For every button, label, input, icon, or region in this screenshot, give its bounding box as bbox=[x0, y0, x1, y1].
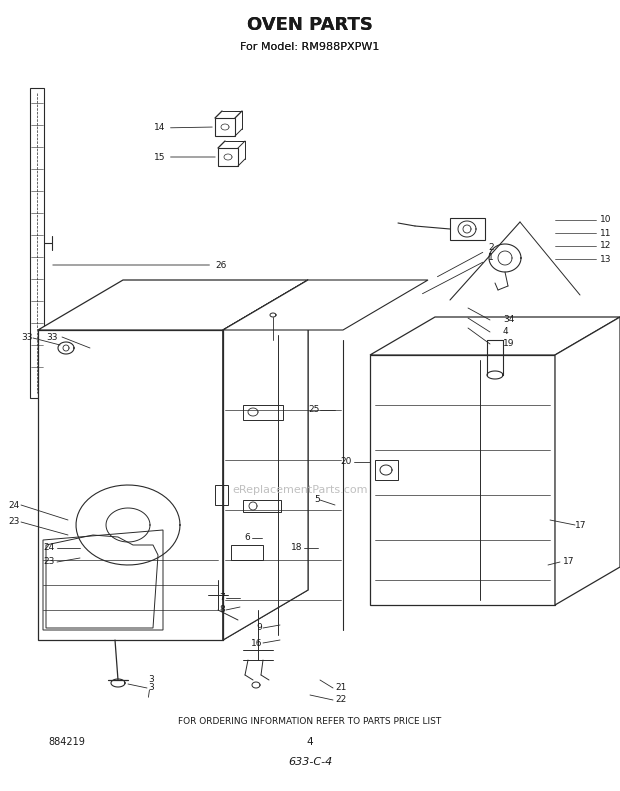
Polygon shape bbox=[370, 317, 620, 355]
Text: 20: 20 bbox=[340, 457, 352, 467]
Text: 8: 8 bbox=[219, 605, 225, 615]
Text: 34: 34 bbox=[503, 316, 515, 324]
Text: 14: 14 bbox=[154, 123, 212, 133]
Text: 2: 2 bbox=[438, 244, 494, 277]
Text: 10: 10 bbox=[600, 215, 611, 225]
Polygon shape bbox=[223, 280, 428, 330]
Text: 16: 16 bbox=[250, 638, 262, 648]
Text: 7: 7 bbox=[219, 593, 225, 603]
Text: 22: 22 bbox=[335, 695, 346, 705]
Polygon shape bbox=[38, 330, 223, 640]
Polygon shape bbox=[38, 280, 308, 330]
Polygon shape bbox=[555, 317, 620, 605]
Text: 17: 17 bbox=[575, 520, 587, 529]
Text: 633-C-4: 633-C-4 bbox=[288, 757, 332, 767]
Polygon shape bbox=[218, 148, 238, 166]
Text: 15: 15 bbox=[154, 153, 215, 161]
Text: 24: 24 bbox=[9, 501, 20, 509]
Text: For Model: RM988PXPW1: For Model: RM988PXPW1 bbox=[241, 42, 379, 52]
Text: 4: 4 bbox=[503, 327, 508, 336]
Text: 25: 25 bbox=[309, 406, 320, 414]
Polygon shape bbox=[370, 355, 555, 605]
Text: For Model: RM988PXPW1: For Model: RM988PXPW1 bbox=[241, 42, 379, 52]
Text: FOR ORDERING INFORMATION REFER TO PARTS PRICE LIST: FOR ORDERING INFORMATION REFER TO PARTS … bbox=[179, 717, 441, 726]
Text: OVEN PARTS: OVEN PARTS bbox=[247, 16, 373, 34]
Text: 24: 24 bbox=[44, 543, 55, 552]
Text: 17: 17 bbox=[563, 558, 575, 566]
Text: 9: 9 bbox=[256, 623, 262, 633]
Text: 12: 12 bbox=[600, 241, 611, 251]
Text: 23: 23 bbox=[43, 558, 55, 566]
Text: 33: 33 bbox=[22, 334, 33, 343]
Text: eReplacementParts.com: eReplacementParts.com bbox=[232, 485, 368, 495]
Text: 884219: 884219 bbox=[48, 737, 85, 747]
Text: 4: 4 bbox=[307, 737, 313, 747]
Text: 13: 13 bbox=[600, 255, 611, 263]
Text: 5: 5 bbox=[314, 495, 320, 505]
Polygon shape bbox=[223, 280, 308, 640]
Text: 18: 18 bbox=[291, 543, 302, 552]
Text: 3: 3 bbox=[148, 683, 154, 692]
Polygon shape bbox=[223, 280, 308, 640]
Text: 23: 23 bbox=[9, 517, 20, 527]
Text: OVEN PARTS: OVEN PARTS bbox=[247, 16, 373, 34]
Text: 26: 26 bbox=[53, 260, 226, 270]
Text: 6: 6 bbox=[244, 533, 250, 543]
Text: 11: 11 bbox=[600, 229, 611, 237]
Text: 21: 21 bbox=[335, 683, 347, 692]
Text: 1: 1 bbox=[422, 253, 494, 293]
Text: 19: 19 bbox=[503, 339, 515, 349]
Polygon shape bbox=[215, 118, 235, 136]
Text: 3: 3 bbox=[148, 676, 154, 697]
Text: 33: 33 bbox=[46, 332, 58, 342]
